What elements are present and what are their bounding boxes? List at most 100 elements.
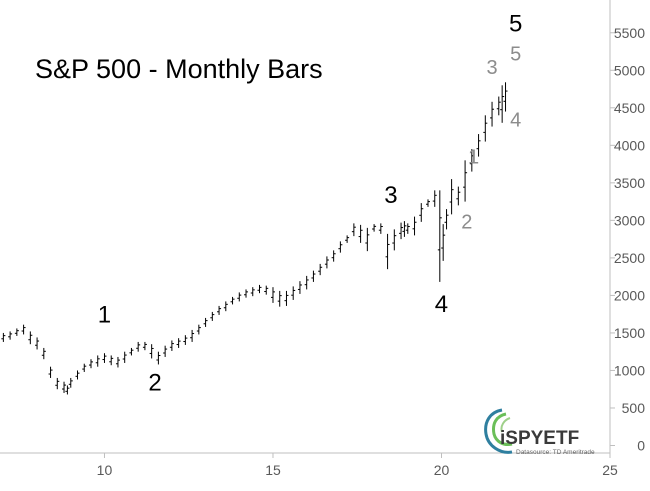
- wave-labels: 1 2 3 4 5 1 2 3 4 5: [98, 10, 523, 396]
- price-bar: [500, 85, 505, 123]
- price-bar: [476, 134, 481, 157]
- price-bar: [210, 311, 215, 321]
- price-bar: [196, 324, 201, 335]
- price-bar: [109, 355, 114, 366]
- x-tick-label: 10: [97, 462, 113, 478]
- price-bar: [62, 381, 67, 393]
- y-tick-label: 5000: [614, 62, 645, 78]
- y-tick-label: 500: [622, 400, 646, 416]
- price-bar: [463, 160, 468, 202]
- price-bar: [48, 366, 53, 378]
- price-bar: [331, 250, 336, 262]
- price-bar: [136, 341, 141, 352]
- y-tick-label: 0: [637, 437, 645, 453]
- y-tick-label: 1500: [614, 325, 645, 341]
- price-bar: [75, 370, 80, 380]
- price-bar: [230, 296, 235, 305]
- price-bar: [156, 351, 161, 365]
- price-bar: [351, 223, 356, 237]
- price-bar: [469, 149, 474, 172]
- wave-label-major: 2: [148, 370, 161, 397]
- swirl-icon: [484, 408, 513, 454]
- price-bar: [264, 285, 269, 295]
- wave-label-minor: 5: [510, 44, 521, 66]
- price-bar: [244, 289, 249, 298]
- price-bar: [122, 351, 127, 363]
- price-bar: [277, 290, 282, 307]
- chart-title: S&P 500 - Monthly Bars: [35, 54, 323, 84]
- price-bar: [324, 256, 329, 269]
- wave-label-major: 4: [435, 291, 448, 318]
- price-bar: [490, 101, 495, 127]
- price-bar: [402, 221, 407, 237]
- y-tick-label: 5500: [614, 25, 645, 41]
- y-tick-label: 4500: [614, 100, 645, 116]
- price-bar: [449, 179, 454, 215]
- price-bar: [190, 329, 195, 342]
- price-bar: [437, 190, 442, 282]
- y-tick-label: 4000: [614, 137, 645, 153]
- price-bar: [284, 290, 289, 306]
- y-tick-label: 3000: [614, 212, 645, 228]
- price-bar: [14, 328, 19, 336]
- x-tick-label: 20: [434, 462, 450, 478]
- price-bar: [82, 363, 87, 372]
- price-bar: [21, 324, 26, 335]
- price-bar: [35, 337, 40, 350]
- price-bar: [345, 235, 350, 243]
- y-tick-label: 3500: [614, 175, 645, 191]
- y-tick-label: 1000: [614, 362, 645, 378]
- price-bar: [95, 355, 100, 367]
- price-bar: [257, 284, 262, 294]
- price-bar: [250, 287, 255, 297]
- price-bar: [115, 356, 120, 368]
- price-bar: [297, 281, 302, 294]
- logo-datasource: Datasource: TD Ameritrade: [516, 449, 595, 456]
- price-bar: [1, 332, 6, 342]
- price-bar: [176, 338, 181, 348]
- price-bar: [237, 292, 242, 302]
- price-bar: [223, 301, 228, 312]
- wave-label-minor: 3: [486, 57, 497, 79]
- wave-label-minor: 2: [461, 212, 472, 234]
- price-bar: [503, 82, 508, 112]
- price-bar: [163, 345, 168, 357]
- price-bar: [129, 347, 134, 356]
- price-bar: [183, 335, 188, 345]
- price-bar: [419, 203, 424, 222]
- price-bar: [88, 359, 93, 369]
- price-bar: [456, 186, 461, 206]
- price-bar: [318, 263, 323, 276]
- price-bar: [412, 216, 417, 236]
- x-axis-ticks: 10 15 20 25: [97, 453, 618, 478]
- price-bar: [55, 377, 60, 390]
- price-bar: [28, 331, 33, 345]
- price-bar: [217, 305, 222, 315]
- price-bar: [432, 190, 437, 207]
- y-tick-label: 2500: [614, 250, 645, 266]
- logo-brand: iSPYETF: [500, 428, 579, 449]
- price-bar: [338, 241, 343, 253]
- price-bar: [496, 96, 501, 116]
- price-bar: [399, 222, 404, 240]
- wave-label-minor: 4: [510, 110, 521, 132]
- price-bar: [405, 223, 410, 234]
- price-bar: [311, 270, 316, 282]
- price-bar: [270, 287, 275, 303]
- price-bar: [483, 115, 488, 142]
- price-bar: [169, 340, 174, 351]
- price-bar: [358, 224, 363, 243]
- price-bar: [65, 385, 70, 395]
- x-tick-label: 25: [602, 462, 618, 478]
- price-bar: [444, 209, 449, 230]
- price-bar: [149, 344, 154, 359]
- price-bar: [365, 227, 370, 252]
- wave-label-minor: 1: [468, 146, 479, 168]
- price-bar: [68, 377, 73, 388]
- price-bar: [291, 286, 296, 300]
- price-bar: [102, 353, 107, 363]
- price-bar: [41, 347, 46, 360]
- y-tick-label: 2000: [614, 287, 645, 303]
